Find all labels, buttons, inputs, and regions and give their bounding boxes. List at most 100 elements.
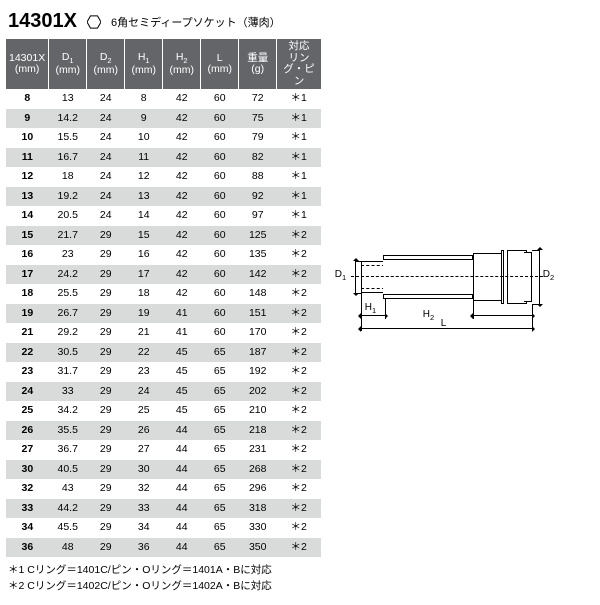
table-row: 1015.52410426079＊1 [6, 128, 321, 148]
table-cell: 60 [201, 304, 239, 324]
table-cell: 29 [87, 460, 125, 480]
table-cell: ＊2 [277, 343, 321, 363]
table-cell: 33 [49, 382, 87, 402]
table-cell: 24 [6, 382, 49, 402]
table-row: 2230.529224565187＊2 [6, 343, 321, 363]
table-cell: 18 [125, 284, 163, 304]
table-cell: 29 [87, 304, 125, 324]
table-cell: 15.5 [49, 128, 87, 148]
spec-table: 14301X(mm)D1(mm)D2(mm)H1(mm)H2(mm)L(mm)重… [6, 39, 321, 557]
table-cell: 65 [201, 479, 239, 499]
table-row: 2736.729274465231＊2 [6, 440, 321, 460]
table-row: 3445.529344465330＊2 [6, 518, 321, 538]
table-cell: 65 [201, 440, 239, 460]
table-cell: 42 [163, 187, 201, 207]
table-cell: 24 [87, 109, 125, 129]
column-header: H2(mm) [163, 39, 201, 89]
table-cell: 44.2 [49, 499, 87, 519]
table-row: 3344.229334465318＊2 [6, 499, 321, 519]
diagram-label-h1: H1 [365, 302, 376, 315]
table-cell: 65 [201, 518, 239, 538]
table-cell: ＊2 [277, 245, 321, 265]
table-cell: 23 [125, 362, 163, 382]
table-cell: 30 [125, 460, 163, 480]
table-cell: 36 [6, 538, 49, 558]
table-cell: 16.7 [49, 148, 87, 168]
table-cell: 15 [6, 226, 49, 246]
diagram-label-h2: H2 [423, 309, 434, 322]
table-cell: 65 [201, 460, 239, 480]
table-cell: 151 [239, 304, 277, 324]
table-cell: 17 [125, 265, 163, 285]
table-cell: ＊1 [277, 167, 321, 187]
column-header: 14301X(mm) [6, 39, 49, 89]
table-cell: 13 [6, 187, 49, 207]
diagram-label-d2: D2 [543, 269, 554, 282]
table-cell: 19 [125, 304, 163, 324]
table-cell: 13 [125, 187, 163, 207]
table-cell: 60 [201, 226, 239, 246]
table-cell: 45 [163, 362, 201, 382]
table-cell: 26 [6, 421, 49, 441]
table-row: 1521.729154260125＊2 [6, 226, 321, 246]
table-cell: 29.2 [49, 323, 87, 343]
table-cell: 60 [201, 265, 239, 285]
table-cell: ＊2 [277, 362, 321, 382]
table-row: 364829364465350＊2 [6, 538, 321, 558]
table-cell: 60 [201, 206, 239, 226]
table-cell: 21 [125, 323, 163, 343]
table-cell: 10 [6, 128, 49, 148]
table-row: 12182412426088＊1 [6, 167, 321, 187]
table-cell: 44 [163, 421, 201, 441]
table-cell: 45.5 [49, 518, 87, 538]
table-cell: 34 [125, 518, 163, 538]
table-cell: 15 [125, 226, 163, 246]
diagram-label-d1: D1 [335, 269, 346, 282]
table-cell: ＊2 [277, 284, 321, 304]
table-cell: 31.7 [49, 362, 87, 382]
table-cell: 65 [201, 421, 239, 441]
table-cell: 29 [87, 226, 125, 246]
table-cell: 21 [6, 323, 49, 343]
table-cell: 36.7 [49, 440, 87, 460]
table-cell: 170 [239, 323, 277, 343]
column-header: 対応リング・ピン [277, 39, 321, 89]
table-cell: 13 [49, 89, 87, 109]
table-cell: 34 [6, 518, 49, 538]
table-cell: 8 [125, 89, 163, 109]
table-cell: ＊2 [277, 304, 321, 324]
table-cell: 8 [6, 89, 49, 109]
table-cell: ＊1 [277, 89, 321, 109]
table-cell: 231 [239, 440, 277, 460]
table-cell: 45 [163, 382, 201, 402]
table-cell: 42 [163, 206, 201, 226]
table-cell: 27 [125, 440, 163, 460]
table-cell: 18 [6, 284, 49, 304]
table-cell: 65 [201, 362, 239, 382]
table-cell: 16 [125, 245, 163, 265]
table-cell: ＊2 [277, 460, 321, 480]
table-cell: 20.5 [49, 206, 87, 226]
table-cell: 92 [239, 187, 277, 207]
table-row: 1926.729194160151＊2 [6, 304, 321, 324]
table-cell: 41 [163, 304, 201, 324]
table-cell: 14 [6, 206, 49, 226]
table-cell: 318 [239, 499, 277, 519]
table-cell: 29 [87, 538, 125, 558]
table-cell: 60 [201, 109, 239, 129]
table-cell: ＊1 [277, 128, 321, 148]
table-cell: 45 [163, 343, 201, 363]
table-cell: 16 [6, 245, 49, 265]
table-cell: 142 [239, 265, 277, 285]
table-cell: 42 [163, 89, 201, 109]
column-header: 重量(g) [239, 39, 277, 89]
table-cell: ＊2 [277, 499, 321, 519]
table-cell: 29 [87, 479, 125, 499]
table-cell: 44 [163, 440, 201, 460]
part-number: 14301X [8, 10, 77, 33]
table-cell: ＊2 [277, 226, 321, 246]
table-cell: 19 [6, 304, 49, 324]
table-cell: 60 [201, 323, 239, 343]
table-cell: ＊2 [277, 479, 321, 499]
diagram-label-l: L [441, 318, 447, 329]
